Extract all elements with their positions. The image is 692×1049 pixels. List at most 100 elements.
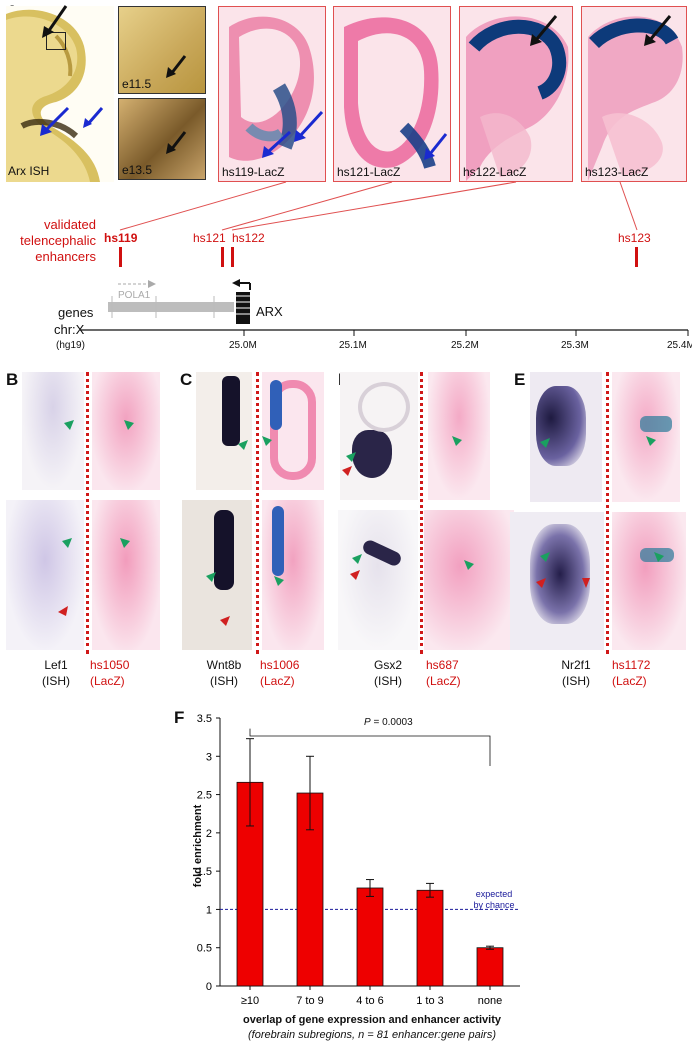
gene-label: Nr2f1	[561, 658, 591, 672]
bar	[476, 947, 504, 987]
genes-label: genes	[58, 305, 94, 320]
tick-label: 25.4M	[667, 340, 692, 351]
y-tick-label: 2.5	[197, 790, 212, 802]
red-arrowhead-icon	[220, 616, 230, 626]
inset-e13-image: e13.5	[118, 98, 206, 180]
gene-method-label: (ISH)	[210, 674, 238, 688]
red-arrowhead-icon	[536, 578, 546, 588]
x-tick-label: 7 to 9	[296, 995, 324, 1007]
green-arrowhead-icon	[654, 552, 664, 562]
x-tick-label: ≥10	[241, 995, 259, 1007]
tick-label: 25.0M	[229, 340, 257, 351]
black-arrow-icon	[40, 4, 70, 45]
hs123-lacz-image: hs123-LacZ	[581, 6, 687, 182]
x-axis-sublabel: (forebrain subregions, n = 81 enhancer:g…	[248, 1029, 496, 1041]
chance-label-2: by chance	[473, 900, 515, 910]
black-arrow-icon	[163, 54, 189, 85]
red-arrowhead-icon	[342, 466, 352, 476]
lacz-image	[92, 372, 160, 490]
arx-ish-label: Arx ISH	[8, 164, 50, 178]
enhancer-hs122-label: hs122	[232, 231, 265, 245]
enhancer-method-label: (LacZ)	[90, 674, 125, 688]
red-arrowhead-icon	[350, 570, 360, 580]
green-arrowhead-icon	[124, 420, 134, 430]
p-value-label: P = 0.0003	[364, 717, 413, 728]
enhancer-label: hs1006	[260, 658, 300, 672]
green-arrowhead-icon	[540, 552, 550, 562]
hs119-lacz-image: hs119-LacZ	[218, 6, 326, 182]
validated-label-3: enhancers	[35, 249, 96, 264]
red-arrowhead-icon	[58, 606, 68, 616]
hs122-lacz-image: hs122-LacZ	[459, 6, 573, 182]
x-tick-label: 1 to 3	[416, 995, 444, 1007]
divider-line	[86, 372, 89, 654]
significance-bracket	[249, 728, 491, 766]
ish-image	[6, 500, 84, 650]
chr-label: chr:X	[54, 322, 85, 337]
enhancer-method-label: (LacZ)	[260, 674, 295, 688]
black-arrow-icon	[163, 130, 189, 161]
enhancer-method-label: (LacZ)	[612, 674, 647, 688]
panel-letter: C	[180, 370, 193, 389]
pola1-label: POLA1	[118, 290, 151, 301]
y-tick-label: 1	[206, 904, 212, 916]
inset-e13-label: e13.5	[122, 163, 153, 177]
ish-image	[530, 372, 602, 502]
y-tick-label: 3	[206, 751, 212, 763]
lacz-image	[262, 500, 324, 650]
hs122-lacz-label: hs122-LacZ	[463, 165, 527, 179]
black-arrow-icon	[526, 14, 560, 53]
gene-label: Gsx2	[373, 658, 402, 672]
lacz-image	[612, 372, 680, 502]
y-tick-label: 0.5	[197, 943, 212, 955]
gene-method-label: (ISH)	[42, 674, 70, 688]
tick-label: 25.1M	[339, 340, 367, 351]
x-axis-label: overlap of gene expression and enhancer …	[243, 1014, 501, 1026]
green-arrowhead-icon	[540, 438, 550, 448]
blue-arrow-icon	[258, 130, 294, 165]
green-arrowhead-icon	[62, 538, 72, 548]
ish-image	[22, 372, 84, 490]
enhancer-hs123-label: hs123	[618, 231, 651, 245]
gene-method-label: (ISH)	[374, 674, 402, 688]
green-arrowhead-icon	[274, 576, 284, 586]
arx-label: ARX	[256, 304, 283, 319]
hs119-lacz-label: hs119-LacZ	[222, 165, 285, 179]
enhancer-label: hs687	[426, 658, 459, 672]
red-arrowhead-icon	[582, 578, 590, 588]
x-tick-label: none	[478, 995, 502, 1007]
p-value: = 0.0003	[370, 717, 413, 728]
y-tick-label: 0	[206, 981, 212, 993]
inset-e11-label: e11.5	[122, 77, 152, 91]
divider-line	[420, 372, 423, 654]
y-axis-label: fold enrichment	[192, 804, 204, 888]
blue-arrow-icon	[290, 110, 326, 151]
lacz-image	[424, 510, 514, 650]
validated-label-1: validated	[43, 217, 96, 232]
arrowhead-markers	[58, 420, 664, 626]
ish-image	[338, 510, 418, 650]
enhancer-hs119-label: hs119	[104, 231, 138, 245]
y-tick-label: 3.5	[197, 713, 212, 725]
tick-label: 25.3M	[561, 340, 589, 351]
p-symbol: P	[364, 717, 371, 728]
divider-line	[606, 372, 609, 654]
lacz-image	[262, 372, 324, 490]
green-arrowhead-icon	[646, 436, 656, 446]
enhancer-label: hs1172	[612, 658, 651, 672]
build-label: (hg19)	[56, 340, 85, 351]
black-arrow-icon	[640, 14, 674, 53]
chance-label-1: expected	[475, 889, 513, 899]
hs121-lacz-image: hs121-LacZ	[333, 6, 451, 182]
panel-f-letter: F	[174, 708, 185, 727]
green-arrowhead-icon	[206, 572, 216, 582]
green-arrowhead-icon	[120, 538, 130, 548]
green-arrowhead-icon	[464, 560, 474, 570]
hs123-lacz-label: hs123-LacZ	[585, 165, 649, 179]
green-arrowhead-icon	[352, 554, 362, 564]
panel-letter: E	[514, 370, 526, 389]
green-arrowhead-icon	[238, 440, 248, 450]
y-tick-label: 2	[206, 828, 212, 840]
lacz-image	[428, 372, 490, 500]
divider-line	[256, 372, 259, 654]
